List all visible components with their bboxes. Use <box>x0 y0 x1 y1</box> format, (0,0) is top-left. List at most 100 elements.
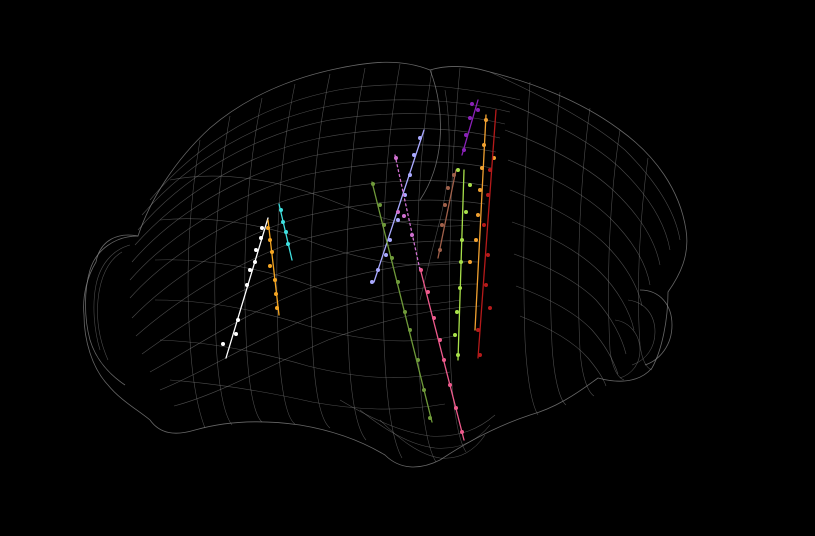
probe-lime-point <box>458 286 462 290</box>
probe-orange-left-point <box>270 250 274 254</box>
probe-lavender-point <box>376 268 380 272</box>
probe-orange-left-point <box>273 278 277 282</box>
probe-lavender-point <box>384 253 388 257</box>
probe-olive-green-point <box>382 223 386 227</box>
probe-white-track <box>225 217 269 359</box>
probe-brown-point <box>443 203 447 207</box>
probe-dark-red-point <box>484 283 488 287</box>
probe-pink-point <box>432 316 436 320</box>
probe-purple-track <box>461 99 479 156</box>
probe-pink-point <box>426 290 430 294</box>
probe-magenta-light-point <box>396 210 400 214</box>
probe-magenta-light-point <box>394 156 398 160</box>
probe-lime-point <box>468 183 472 187</box>
probe-dark-red <box>476 109 497 359</box>
probe-pink-point <box>442 358 446 362</box>
probe-olive-green-point <box>390 256 394 260</box>
probe-brown <box>437 169 457 259</box>
probe-orange-left <box>266 219 280 316</box>
probe-olive-green <box>371 181 433 423</box>
probe-lavender-point <box>370 280 374 284</box>
probe-orange-left-point <box>275 306 279 310</box>
probe-cyan-point <box>281 220 285 224</box>
probe-olive-green-point <box>378 203 382 207</box>
probe-lavender-point <box>418 136 422 140</box>
probe-white-point <box>260 226 264 230</box>
probe-orange-right-track <box>474 114 487 331</box>
probe-dark-red-track <box>477 109 497 359</box>
probe-pink-point <box>448 383 452 387</box>
probe-olive-green-point <box>416 358 420 362</box>
probe-pink-point <box>460 430 464 434</box>
probe-olive-green-point <box>371 182 375 186</box>
probe-purple-point <box>464 133 468 137</box>
probe-lime-point <box>456 353 460 357</box>
probe-lime <box>453 168 472 361</box>
probe-pink <box>419 267 465 441</box>
probe-pink-point <box>438 338 442 342</box>
probe-white-point <box>221 342 225 346</box>
probe-magenta-light-point <box>402 214 406 218</box>
probe-orange-right-point <box>468 260 472 264</box>
probe-orange-left-point <box>266 226 270 230</box>
probe-magenta-light-point <box>410 233 414 237</box>
probe-cyan <box>278 203 293 261</box>
probe-orange-left-point <box>268 264 272 268</box>
probe-olive-green-point <box>422 388 426 392</box>
probe-orange-right-point <box>476 213 480 217</box>
probe-orange-right-point <box>484 118 488 122</box>
electrode-probes-group <box>221 99 497 441</box>
probe-orange-left-track <box>267 219 280 316</box>
probe-orange-right-point <box>478 188 482 192</box>
probe-lime-point <box>460 238 464 242</box>
probe-dark-red-point <box>486 253 490 257</box>
probe-white-point <box>245 283 249 287</box>
probe-purple-point <box>470 102 474 106</box>
probe-olive-green-point <box>428 416 432 420</box>
probe-white-point <box>234 332 238 336</box>
probe-orange-right-point <box>482 143 486 147</box>
probe-white-point <box>254 248 258 252</box>
probe-brown-point <box>446 186 450 190</box>
probe-dark-red-point <box>476 328 480 332</box>
probe-purple-point <box>476 108 480 112</box>
probe-olive-green-point <box>408 328 412 332</box>
probe-cyan-point <box>284 230 288 234</box>
probe-lime-point <box>459 260 463 264</box>
probe-pink-point <box>454 406 458 410</box>
probe-purple-point <box>462 148 466 152</box>
probe-brown-point <box>440 223 444 227</box>
probe-white-point <box>259 236 263 240</box>
probe-pink-track <box>419 267 465 441</box>
probe-orange-right-point <box>480 166 484 170</box>
probe-lavender-point <box>412 153 416 157</box>
probe-lime-point <box>453 333 457 337</box>
probe-dark-red-point <box>478 353 482 357</box>
probe-lime-point <box>455 310 459 314</box>
probe-olive-green-track <box>371 181 433 423</box>
probe-orange-left-point <box>268 238 272 242</box>
probe-olive-green-point <box>396 280 400 284</box>
probe-brown-track <box>437 169 457 259</box>
probe-lavender-point <box>388 238 392 242</box>
probe-cyan-point <box>286 242 290 246</box>
probe-purple <box>461 99 480 156</box>
probe-purple-point <box>468 116 472 120</box>
probe-lime-point <box>464 210 468 214</box>
probe-lime-track <box>457 169 465 361</box>
probe-magenta-light-track <box>394 154 421 271</box>
probe-dark-red-point <box>488 168 492 172</box>
probe-white-point <box>253 260 257 264</box>
probe-dark-red-point <box>486 193 490 197</box>
probe-orange-left-point <box>274 292 278 296</box>
probe-lavender-point <box>408 173 412 177</box>
probe-white-point <box>248 268 252 272</box>
probe-cyan-point <box>279 208 283 212</box>
brain-wireframe-mesh <box>83 61 688 468</box>
probe-lime-point <box>456 168 460 172</box>
probe-lavender-point <box>396 218 400 222</box>
probe-brown-point <box>438 248 442 252</box>
probe-dark-red-point <box>482 223 486 227</box>
probe-dark-red-point <box>488 306 492 310</box>
